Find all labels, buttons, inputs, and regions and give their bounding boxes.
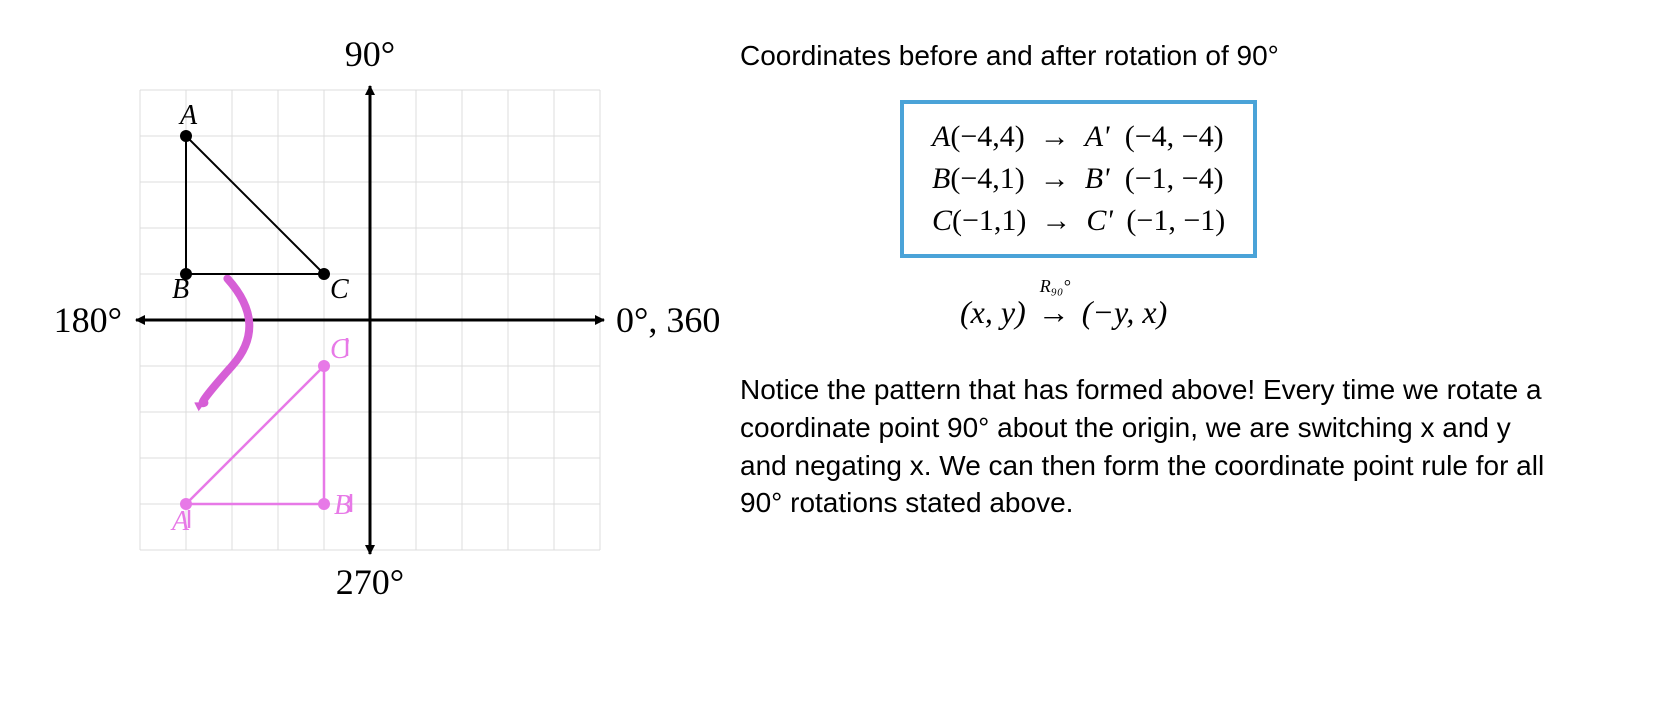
text-panel: Coordinates before and after rotation of… — [720, 20, 1652, 690]
svg-text:A: A — [170, 506, 190, 537]
formula-rhs: (−y, x) — [1082, 294, 1168, 330]
svg-text:A: A — [178, 100, 198, 131]
explanation-paragraph: Notice the pattern that has formed above… — [740, 371, 1560, 522]
coord-mapping-row: C(−1,1)→C'(−1, −1) — [932, 200, 1225, 242]
coord-mapping-row: A(−4,4)→A'(−4, −4) — [932, 116, 1225, 158]
svg-text:180°: 180° — [54, 300, 122, 340]
coord-mapping-row: B(−4,1)→B'(−1, −4) — [932, 158, 1225, 200]
rotation-diagram: ABCABC90°270°180°0°, 360° — [20, 20, 720, 690]
coordinate-mappings-box: A(−4,4)→A'(−4, −4)B(−4,1)→B'(−1, −4)C(−1… — [900, 100, 1257, 258]
coordinates-heading: Coordinates before and after rotation of… — [740, 40, 1652, 72]
diagram-panel: ABCABC90°270°180°0°, 360° — [20, 20, 720, 690]
svg-text:C: C — [330, 274, 349, 305]
rotation-formula: (x, y) R₉₀° → (−y, x) — [960, 294, 1652, 331]
svg-text:90°: 90° — [345, 34, 395, 74]
svg-text:0°, 360°: 0°, 360° — [616, 300, 720, 340]
svg-text:B: B — [334, 490, 351, 521]
formula-lhs: (x, y) — [960, 294, 1026, 330]
svg-text:270°: 270° — [336, 562, 404, 602]
formula-arrow: → — [1038, 294, 1070, 330]
svg-text:B: B — [172, 274, 189, 305]
formula-superscript: R₉₀° — [1040, 276, 1071, 297]
